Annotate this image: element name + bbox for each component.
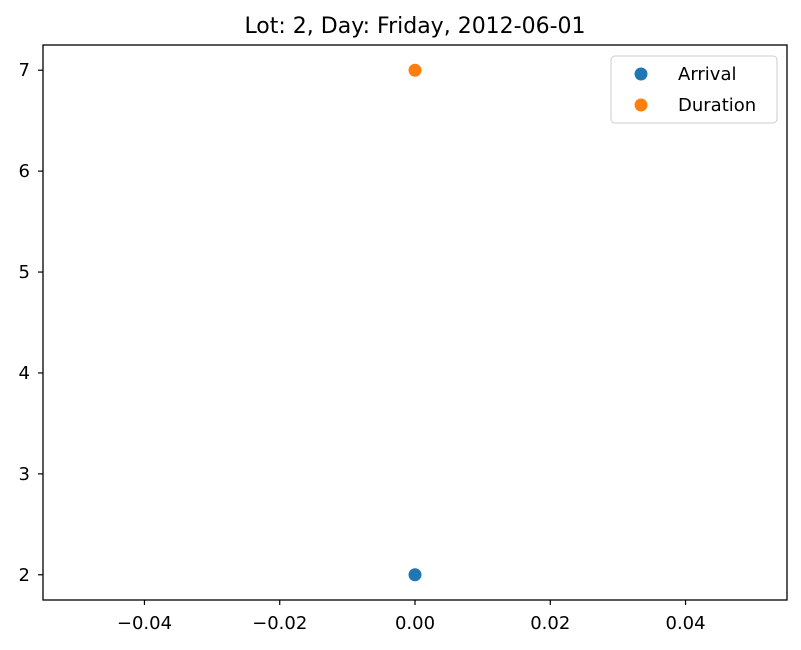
chart-title: Lot: 2, Day: Friday, 2012-06-01 <box>244 14 585 39</box>
data-points <box>408 63 422 582</box>
x-tick-label: 0.00 <box>395 613 435 634</box>
legend-label-arrival: Arrival <box>678 64 736 85</box>
legend-marker-duration <box>634 98 648 112</box>
y-tick-label: 4 <box>19 363 30 384</box>
x-tick-label: −0.04 <box>117 613 172 634</box>
data-point-duration <box>408 63 422 77</box>
plot-area <box>42 44 788 601</box>
x-tick-label: 0.04 <box>666 613 706 634</box>
legend-label-duration: Duration <box>678 95 756 116</box>
legend-box <box>610 55 778 124</box>
legend-marker-arrival <box>634 67 648 81</box>
x-axis-ticks: −0.04 −0.02 0.00 0.02 0.04 <box>117 600 706 634</box>
y-axis-ticks: 2 3 4 5 6 7 <box>19 60 43 586</box>
y-tick-label: 3 <box>19 464 30 485</box>
y-tick-label: 5 <box>19 262 30 283</box>
x-tick-label: 0.02 <box>530 613 570 634</box>
x-tick-label: −0.02 <box>252 613 307 634</box>
y-tick-label: 2 <box>19 565 30 586</box>
legend: Arrival Duration <box>610 55 778 124</box>
y-tick-label: 7 <box>19 60 30 81</box>
data-point-arrival <box>408 568 422 582</box>
y-tick-label: 6 <box>19 161 30 182</box>
